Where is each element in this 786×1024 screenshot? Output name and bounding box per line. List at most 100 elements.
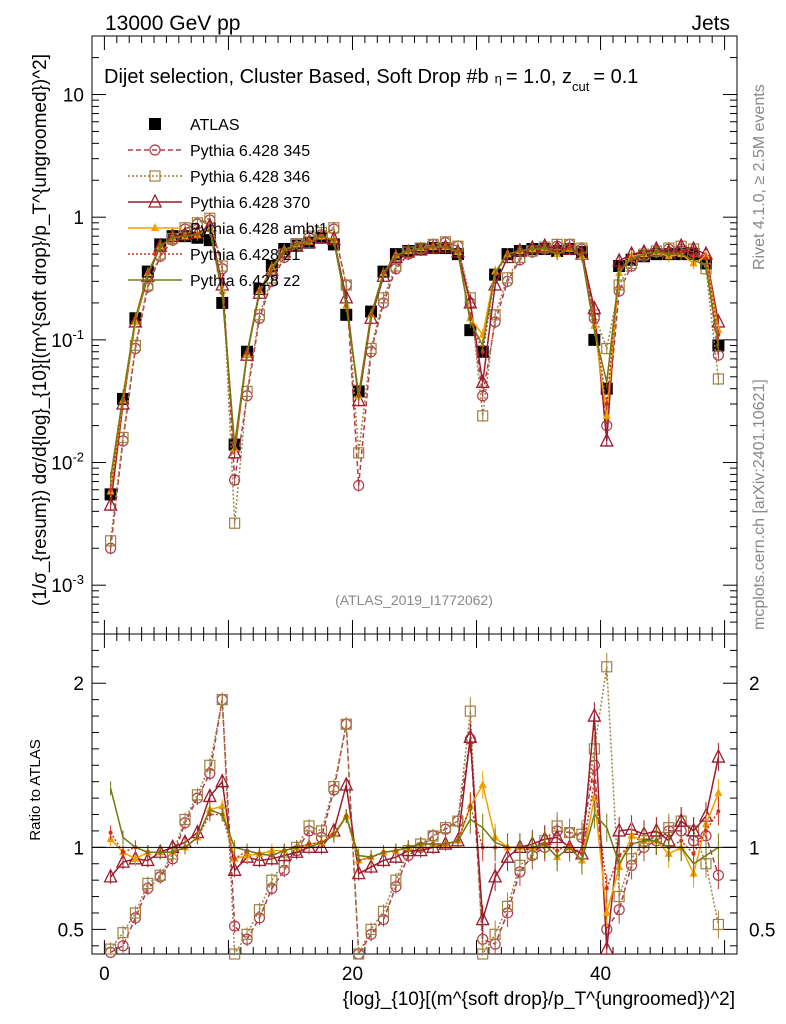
data-point (227, 444, 242, 459)
data-point (599, 432, 614, 447)
legend-marker (151, 223, 159, 231)
ratio-data-point (229, 920, 241, 932)
data-point (601, 342, 613, 355)
legend-marker (149, 170, 161, 182)
ratio-data-point (601, 661, 613, 673)
ratio-y-tick-label-right: 1 (749, 838, 760, 859)
ratio-data-point (587, 707, 602, 722)
ratio-data-point (202, 788, 217, 803)
ratio-data-point (339, 776, 354, 791)
svg-text:Dijet selection, Cluster Based: Dijet selection, Cluster Based, Soft Dro… (104, 66, 638, 94)
ratio-data-point (592, 779, 597, 784)
legend-label: Pythia 6.428 ambt1 (190, 221, 328, 238)
plot-title: Dijet selection, Cluster Based, Soft Dro… (104, 66, 638, 94)
legend-entry-pythia-6-428-370: Pythia 6.428 370 (128, 193, 310, 212)
ratio-data-point (599, 940, 614, 955)
series-line-pythia-6-428-z2 (109, 228, 720, 478)
ratio-y-tick-label: 0.5 (58, 920, 84, 941)
ratio-data-point (140, 852, 155, 867)
main-y-tick-label: 10-2 (51, 450, 84, 475)
ratio-data-point (602, 907, 611, 916)
ratio-y-tick-label: 2 (73, 674, 84, 695)
ratio-data-point (129, 907, 142, 919)
main-frame (91, 35, 738, 635)
ratio-y-tick-label-right: 2 (749, 674, 760, 695)
ratio-data-point (131, 853, 140, 862)
ratio-data-point (439, 822, 452, 834)
ratio-data-point (227, 861, 242, 876)
ratio-data-point (108, 830, 113, 835)
ratio-data-point (105, 943, 117, 955)
analysis-id: (ATLAS_2019_I1772062) (335, 592, 493, 608)
legend-marker (147, 193, 163, 208)
main-y-tick-label: 1 (73, 208, 84, 229)
ratio-data-point (252, 852, 267, 867)
ratio-series-pythia-6-428-346 (105, 652, 724, 960)
x-tick-label: 40 (590, 964, 611, 985)
ratio-data-point (612, 822, 627, 837)
ratio-data-point (712, 918, 724, 931)
legend-entry-pythia-6-428-z2: Pythia 6.428 z2 (128, 273, 300, 290)
ratio-data-point (365, 923, 377, 935)
legend-marker (149, 144, 161, 156)
plot-title-sub: cut (572, 79, 590, 94)
legend-label: Pythia 6.428 z2 (190, 273, 300, 290)
data-point (216, 296, 229, 309)
ratio-data-point (716, 809, 721, 814)
ratio-data-point (376, 852, 391, 867)
ratio-data-point (215, 773, 230, 788)
ratio-data-point (388, 848, 403, 863)
main-axis-ticks: 10-3 10-2 10-1 1 10 (51, 35, 737, 954)
legend-entry-pythia-6-428-z1: Pythia 6.428 z1 (128, 247, 300, 264)
ratio-data-point (488, 868, 503, 883)
ratio-y-tick-label-right: 0.5 (749, 920, 775, 941)
x-tick-label: 20 (342, 964, 363, 985)
plot-title-tail: = 1.0, z (506, 66, 572, 88)
ratio-data-point (501, 900, 514, 913)
ratio-data-point (413, 842, 428, 857)
main-series-group (103, 212, 726, 555)
ratio-data-point (464, 705, 476, 717)
ratio-data-point (364, 858, 379, 873)
ratio-data-point (477, 948, 489, 960)
ratio-data-point (478, 779, 487, 788)
ratio-line-pythia-6-428-345 (110, 699, 720, 957)
ratio-data-point (241, 928, 253, 940)
legend-label: Pythia 6.428 346 (190, 169, 310, 186)
legend-marker (149, 118, 161, 130)
legend-entry-pythia-6-428-346: Pythia 6.428 346 (128, 169, 310, 186)
legend-marker (153, 252, 157, 256)
legend-entry-pythia-6-428-ambt1: Pythia 6.428 ambt1 (128, 221, 328, 238)
ratio-data-point (229, 948, 241, 960)
ratio-data-point (604, 886, 609, 891)
legend-label: Pythia 6.428 z1 (190, 247, 300, 264)
data-point (489, 309, 501, 321)
x-axis-label: {log}_{10}[(m^{soft drop}/p_T^{ungroomed… (343, 989, 735, 1010)
data-point (351, 392, 366, 407)
ratio-data-point (277, 847, 292, 862)
data-point (475, 373, 490, 389)
data-point (604, 401, 609, 406)
data-point (377, 292, 390, 304)
ratio-series-group (103, 652, 726, 960)
legend-entry-pythia-6-428-345: Pythia 6.428 345 (128, 143, 310, 160)
ratio-data-point (452, 815, 464, 827)
ratio-data-point (351, 865, 366, 880)
data-point (712, 373, 724, 385)
ratio-data-point (117, 940, 129, 952)
ratio-data-point (179, 813, 191, 826)
main-y-tick-label: 10 (63, 86, 84, 107)
legend-label: Pythia 6.428 370 (190, 195, 310, 212)
main-y-tick-label: 10-3 (51, 572, 84, 597)
ratio-data-point (232, 856, 237, 861)
data-point (229, 517, 241, 529)
plot-title-main: Dijet selection, Cluster Based, Soft Dro… (104, 66, 489, 88)
ratio-data-point (588, 743, 600, 755)
ratio-line-pythia-6-428-370 (110, 715, 720, 950)
data-point (477, 410, 489, 422)
ratio-data-point (340, 718, 352, 730)
ratio-data-point (314, 838, 329, 853)
data-point (103, 496, 118, 511)
legend-label: Pythia 6.428 345 (190, 143, 310, 160)
legend-label: ATLAS (190, 117, 240, 134)
